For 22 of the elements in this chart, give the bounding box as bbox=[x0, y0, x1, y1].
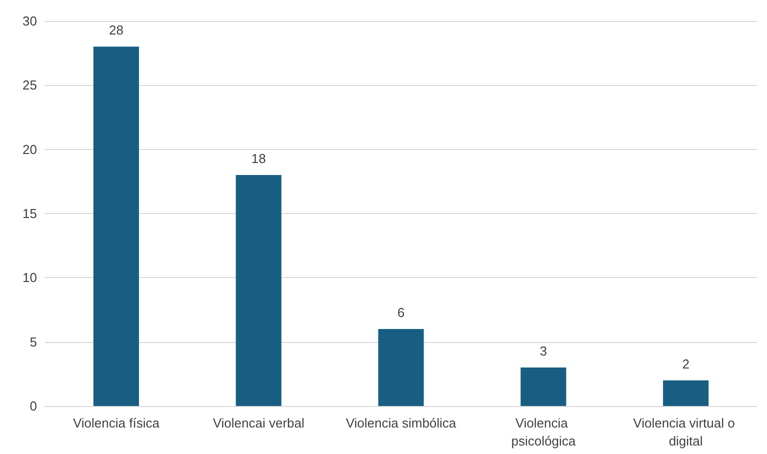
x-tick-label: Violencia virtual o digital bbox=[633, 416, 738, 448]
y-tick-label: 15 bbox=[22, 206, 37, 221]
data-label: 2 bbox=[682, 356, 690, 372]
x-tick-label: Violencia simbólica bbox=[346, 416, 457, 430]
y-tick-label: 0 bbox=[30, 398, 37, 414]
x-tick-label: Violencia psicológica bbox=[511, 416, 576, 448]
y-tick-label: 20 bbox=[22, 142, 37, 157]
data-label: 28 bbox=[108, 22, 124, 38]
data-label: 6 bbox=[397, 305, 405, 320]
bar bbox=[236, 175, 282, 406]
bar bbox=[378, 329, 424, 406]
bar bbox=[520, 368, 566, 406]
x-tick-label: Violencia física bbox=[72, 416, 160, 430]
bar bbox=[663, 380, 709, 406]
y-tick-label: 10 bbox=[22, 270, 37, 286]
y-tick-label: 5 bbox=[30, 334, 37, 350]
x-tick-label: Violencai verbal bbox=[212, 416, 304, 430]
y-tick-label: 25 bbox=[22, 78, 37, 93]
data-label: 3 bbox=[540, 344, 548, 358]
data-label: 18 bbox=[251, 151, 266, 166]
y-tick-label: 30 bbox=[22, 14, 37, 28]
bar bbox=[93, 46, 139, 406]
